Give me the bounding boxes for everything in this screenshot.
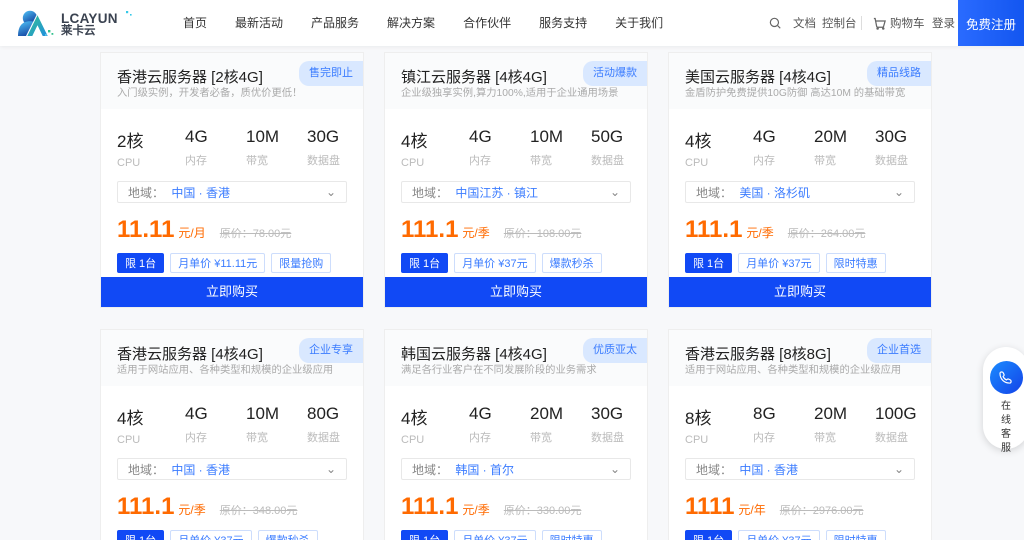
svg-text:LCAYUN: LCAYUN — [61, 11, 118, 26]
svg-text:莱卡云: 莱卡云 — [61, 23, 96, 37]
